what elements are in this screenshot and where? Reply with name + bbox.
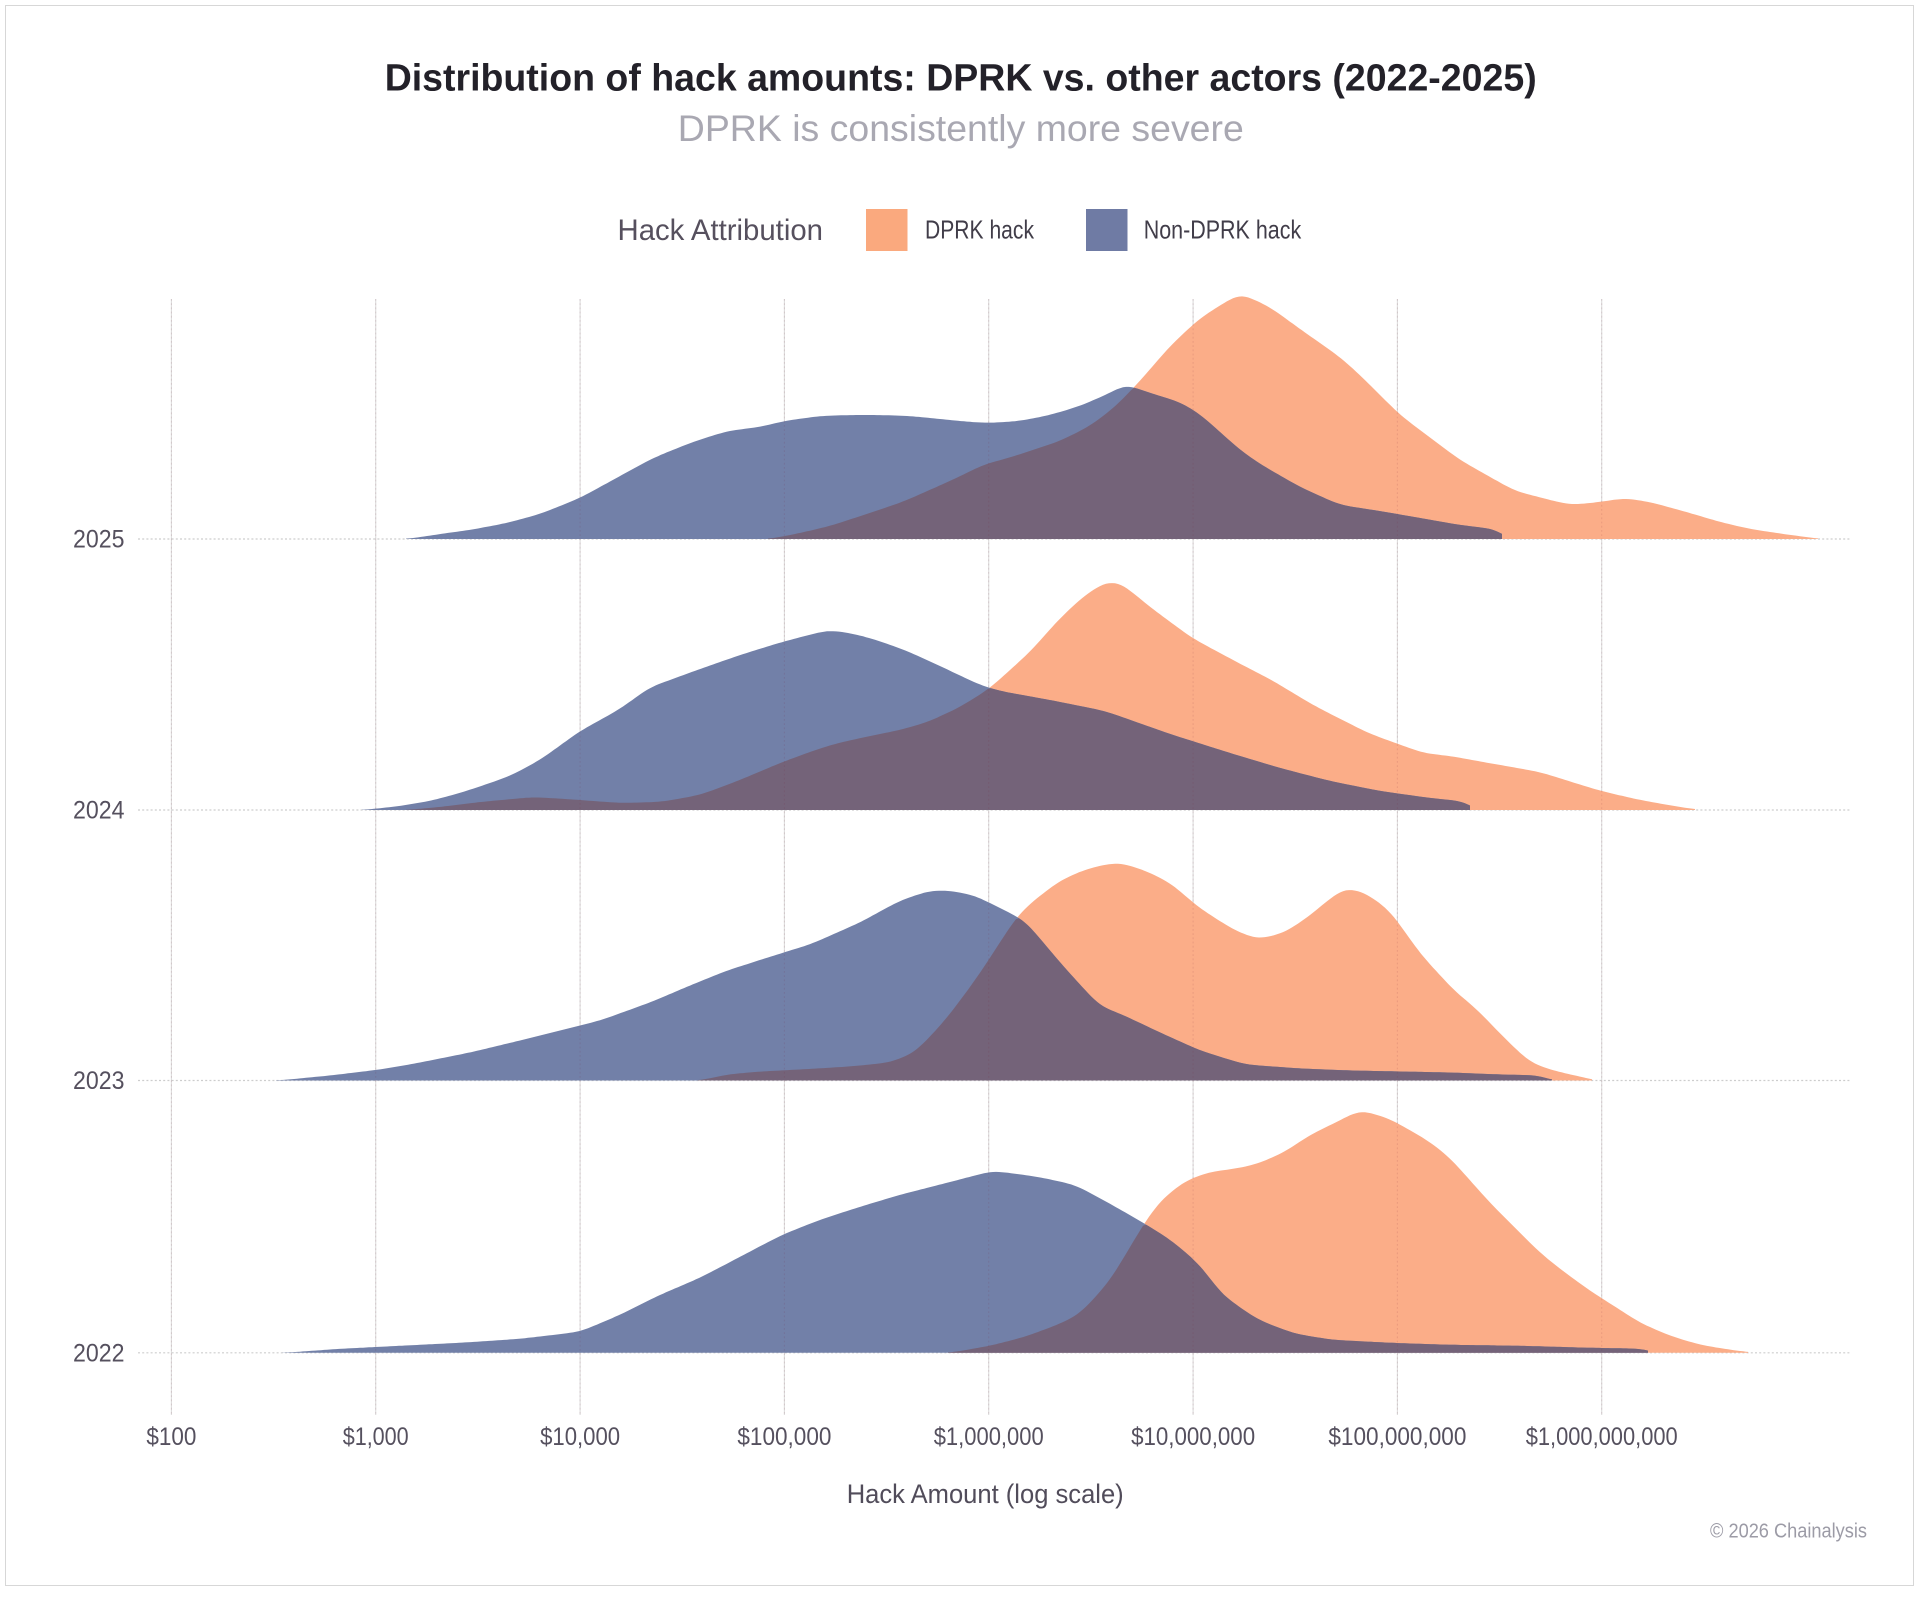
svg-text:$10,000,000: $10,000,000 [1131,1423,1255,1451]
svg-text:2025: 2025 [73,526,125,554]
svg-text:DPRK hack: DPRK hack [925,214,1035,244]
svg-text:Hack Attribution: Hack Attribution [618,214,824,247]
svg-text:2023: 2023 [73,1067,125,1095]
svg-text:2024: 2024 [73,797,125,825]
svg-text:© 2026 Chainalysis: © 2026 Chainalysis [1710,1520,1867,1542]
svg-text:$1,000,000: $1,000,000 [934,1423,1044,1451]
svg-text:Distribution of hack amounts:: Distribution of hack amounts: DPRK vs. o… [385,58,1537,100]
svg-text:$100,000,000: $100,000,000 [1328,1423,1466,1451]
svg-text:Non-DPRK hack: Non-DPRK hack [1144,214,1302,244]
svg-text:$100: $100 [146,1423,196,1451]
svg-text:$1,000,000,000: $1,000,000,000 [1526,1423,1678,1451]
svg-text:$1,000: $1,000 [343,1423,409,1451]
svg-text:$10,000: $10,000 [540,1423,620,1451]
svg-text:2022: 2022 [73,1340,125,1368]
svg-text:DPRK is consistently more seve: DPRK is consistently more severe [678,108,1244,149]
svg-text:$100,000: $100,000 [737,1423,831,1451]
svg-text:Hack Amount (log scale): Hack Amount (log scale) [847,1479,1124,1509]
